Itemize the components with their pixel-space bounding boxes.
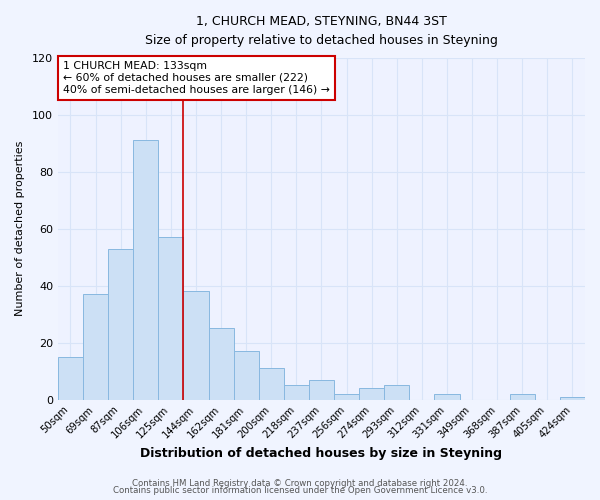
Text: Contains HM Land Registry data © Crown copyright and database right 2024.: Contains HM Land Registry data © Crown c… <box>132 478 468 488</box>
Bar <box>434 394 460 400</box>
Title: 1, CHURCH MEAD, STEYNING, BN44 3ST
Size of property relative to detached houses : 1, CHURCH MEAD, STEYNING, BN44 3ST Size … <box>145 15 498 47</box>
Bar <box>158 238 184 400</box>
Bar <box>334 394 359 400</box>
Bar <box>259 368 284 400</box>
Text: Contains public sector information licensed under the Open Government Licence v3: Contains public sector information licen… <box>113 486 487 495</box>
Bar <box>284 386 309 400</box>
Bar <box>108 248 133 400</box>
Text: 1 CHURCH MEAD: 133sqm
← 60% of detached houses are smaller (222)
40% of semi-det: 1 CHURCH MEAD: 133sqm ← 60% of detached … <box>63 62 330 94</box>
Bar <box>359 388 384 400</box>
Bar <box>133 140 158 400</box>
Bar <box>209 328 233 400</box>
Bar <box>309 380 334 400</box>
Y-axis label: Number of detached properties: Number of detached properties <box>15 141 25 316</box>
Bar <box>510 394 535 400</box>
Bar <box>58 357 83 400</box>
X-axis label: Distribution of detached houses by size in Steyning: Distribution of detached houses by size … <box>140 447 502 460</box>
Bar <box>83 294 108 400</box>
Bar <box>233 351 259 400</box>
Bar <box>184 292 209 400</box>
Bar <box>384 386 409 400</box>
Bar <box>560 396 585 400</box>
